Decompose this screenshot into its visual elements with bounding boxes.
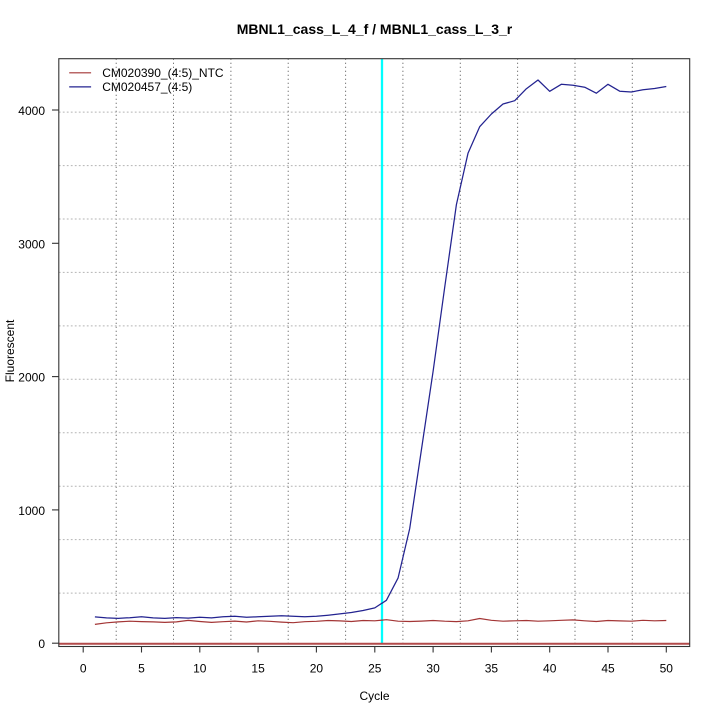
svg-text:20: 20 [310, 662, 324, 676]
svg-text:MBNL1_cass_L_4_f / MBNL1_cass_: MBNL1_cass_L_4_f / MBNL1_cass_L_3_r [237, 21, 513, 37]
svg-text:CM020390_(4:5)_NTC: CM020390_(4:5)_NTC [102, 66, 224, 80]
svg-text:5: 5 [138, 662, 145, 676]
svg-text:CM020457_(4:5): CM020457_(4:5) [102, 80, 192, 94]
svg-text:40: 40 [543, 662, 557, 676]
svg-text:1000: 1000 [18, 504, 45, 518]
svg-text:0: 0 [38, 637, 45, 651]
svg-text:0: 0 [80, 662, 87, 676]
svg-text:2000: 2000 [18, 371, 45, 385]
svg-text:45: 45 [601, 662, 615, 676]
svg-text:Fluorescent: Fluorescent [3, 319, 17, 382]
svg-text:15: 15 [251, 662, 265, 676]
svg-text:4000: 4000 [18, 104, 45, 118]
svg-text:10: 10 [193, 662, 207, 676]
svg-text:35: 35 [485, 662, 499, 676]
svg-text:3000: 3000 [18, 237, 45, 251]
svg-text:50: 50 [660, 662, 674, 676]
svg-text:25: 25 [368, 662, 382, 676]
svg-text:Cycle: Cycle [359, 689, 389, 703]
svg-text:30: 30 [426, 662, 440, 676]
